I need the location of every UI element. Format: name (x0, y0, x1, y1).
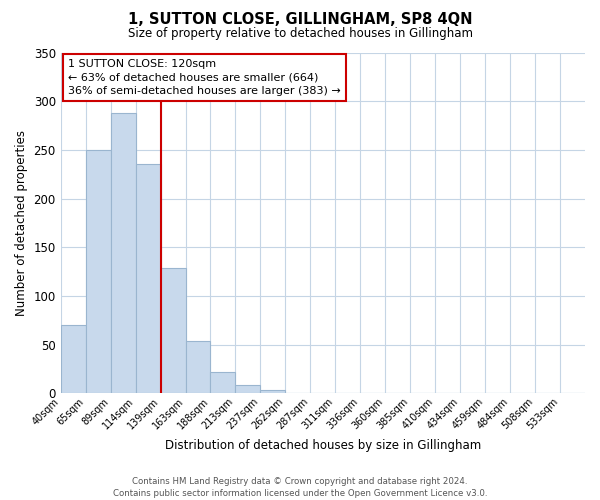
Text: Size of property relative to detached houses in Gillingham: Size of property relative to detached ho… (128, 28, 473, 40)
Text: Contains HM Land Registry data © Crown copyright and database right 2024.
Contai: Contains HM Land Registry data © Crown c… (113, 476, 487, 498)
Bar (61, 326, 86, 394)
Bar (260, 390, 286, 394)
Text: 1 SUTTON CLOSE: 120sqm
← 63% of detached houses are smaller (664)
36% of semi-de: 1 SUTTON CLOSE: 120sqm ← 63% of detached… (68, 60, 341, 96)
Text: 1, SUTTON CLOSE, GILLINGHAM, SP8 4QN: 1, SUTTON CLOSE, GILLINGHAM, SP8 4QN (128, 12, 472, 28)
Bar (110, 113, 136, 394)
Bar (136, 164, 161, 394)
Bar (185, 341, 211, 394)
Bar (86, 150, 110, 394)
Y-axis label: Number of detached properties: Number of detached properties (15, 130, 28, 316)
Bar (235, 384, 260, 394)
Bar (161, 268, 185, 394)
X-axis label: Distribution of detached houses by size in Gillingham: Distribution of detached houses by size … (165, 440, 481, 452)
Bar (535, 392, 560, 394)
Bar (211, 372, 235, 394)
